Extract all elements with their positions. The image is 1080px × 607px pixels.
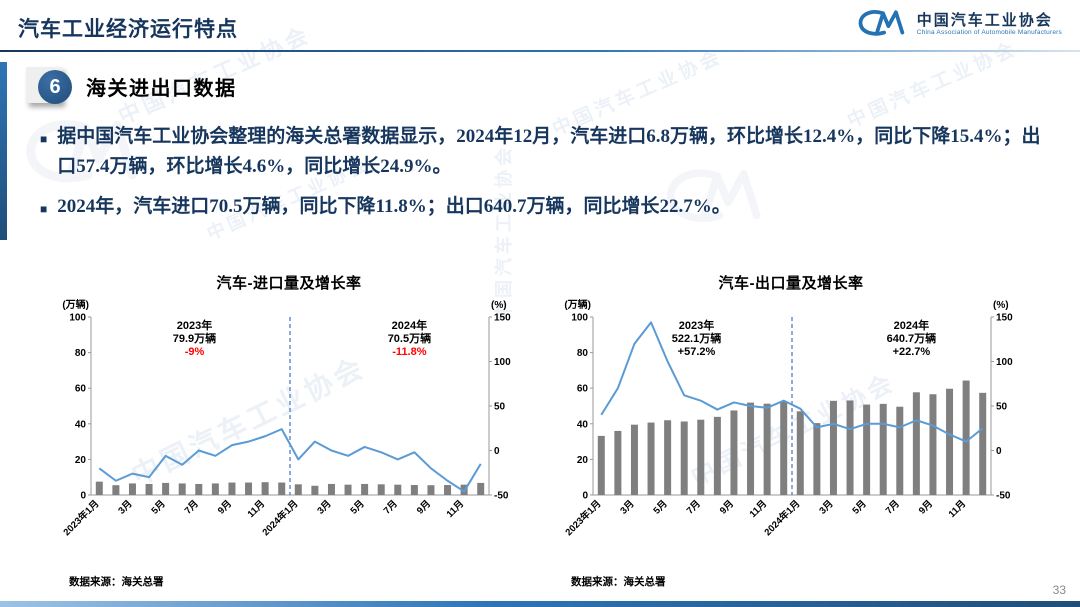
- svg-text:7月: 7月: [685, 498, 703, 516]
- chart-annotation: 2024年: [392, 318, 427, 332]
- svg-text:20: 20: [75, 455, 87, 466]
- svg-text:(万辆): (万辆): [62, 298, 89, 311]
- chart-canvas: (万辆) (%) 0 20 40 60 80 100 -50 0 50 100 150 2023年1月 3月…: [563, 298, 1013, 539]
- svg-text:11月: 11月: [947, 498, 969, 520]
- svg-text:150: 150: [996, 313, 1013, 324]
- chart-annotation: 79.9万辆: [173, 331, 216, 345]
- chart-annotation: 640.7万辆: [887, 331, 937, 345]
- svg-text:150: 150: [494, 313, 511, 324]
- svg-text:80: 80: [75, 348, 87, 359]
- svg-text:5月: 5月: [851, 498, 869, 516]
- org-name-en: China Association of Automobile Manufact…: [916, 28, 1062, 36]
- org-name: 中国汽车工业协会 China Association of Automobile…: [917, 12, 1062, 37]
- line-series: [600, 321, 984, 443]
- svg-text:11月: 11月: [246, 498, 268, 520]
- svg-text:100: 100: [69, 313, 86, 324]
- svg-text:9月: 9月: [415, 498, 433, 516]
- chart-annotation: 70.5万辆: [388, 331, 431, 345]
- svg-text:(%): (%): [491, 300, 507, 311]
- section-number-badge: 6: [26, 64, 76, 110]
- svg-text:3月: 3月: [116, 498, 134, 516]
- svg-text:3月: 3月: [817, 498, 835, 516]
- svg-text:11月: 11月: [748, 498, 770, 520]
- svg-text:3月: 3月: [315, 498, 333, 516]
- left-accent-bar: [0, 62, 7, 240]
- svg-text:2024年1月: 2024年1月: [762, 498, 803, 539]
- svg-text:0: 0: [582, 491, 588, 502]
- bars-series: [95, 481, 485, 495]
- watermark: 中国汽车工业协会: [844, 38, 1022, 133]
- svg-text:5月: 5月: [349, 498, 367, 516]
- line-series: [98, 428, 482, 493]
- svg-text:60: 60: [577, 384, 589, 395]
- cm-logo-icon: [858, 10, 905, 36]
- svg-text:11月: 11月: [445, 498, 467, 520]
- export-chart: 汽车-出口量及增长率 (万辆) (%) 0 20 40 60 80 100 -50 0 50 100 15…: [547, 272, 1035, 589]
- org-logo: 中国汽车工业协会 China Association of Automobile…: [855, 9, 1062, 39]
- page-title: 汽车工业经济运行特点: [18, 18, 238, 41]
- svg-text:9月: 9月: [718, 498, 736, 516]
- svg-text:0: 0: [996, 446, 1002, 457]
- bullet-marker-icon: ■: [40, 132, 48, 146]
- bullet-item: ■ 2024年，汽车进口70.5万辆，同比下降11.8%；出口640.7万辆，同…: [38, 192, 1046, 222]
- svg-text:9月: 9月: [917, 498, 935, 516]
- svg-text:40: 40: [75, 419, 87, 430]
- bullet-list: ■ 据中国汽车工业协会整理的海关总署数据显示，2024年12月，汽车进口6.8万…: [38, 122, 1046, 231]
- svg-text:7月: 7月: [884, 498, 902, 516]
- svg-text:2023年1月: 2023年1月: [61, 498, 102, 539]
- chart-annotation: 522.1万辆: [672, 331, 722, 345]
- svg-text:5月: 5月: [652, 498, 670, 516]
- chart-source: 数据来源：海关总署: [571, 576, 666, 588]
- chart-source: 数据来源：海关总署: [69, 576, 164, 588]
- svg-text:20: 20: [577, 455, 589, 466]
- svg-text:(%): (%): [993, 300, 1009, 311]
- svg-text:40: 40: [577, 419, 589, 430]
- charts-row: 汽车-进口量及增长率 (万辆) (%) 0 20 40 60 80 100 -50 0 50 100 15…: [45, 272, 1035, 589]
- svg-text:0: 0: [80, 491, 86, 502]
- svg-text:3月: 3月: [618, 498, 636, 516]
- section-title: 海关进出口数据: [86, 78, 237, 100]
- svg-text:9月: 9月: [216, 498, 234, 516]
- svg-text:(万辆): (万辆): [564, 298, 591, 311]
- bullet-text: 2024年，汽车进口70.5万辆，同比下降11.8%；出口640.7万辆，同比增…: [57, 195, 731, 217]
- svg-text:100: 100: [494, 357, 511, 368]
- bullet-marker-icon: ■: [40, 201, 48, 216]
- chart-annotation: -9%: [185, 346, 205, 358]
- svg-text:-50: -50: [494, 491, 509, 502]
- chart-annotation: 2023年: [679, 318, 714, 332]
- svg-text:5月: 5月: [150, 498, 168, 516]
- chart-annotation: +57.2%: [678, 346, 716, 358]
- chart-title: 汽车-进口量及增长率: [216, 275, 362, 292]
- svg-text:0: 0: [494, 446, 500, 457]
- chart-title: 汽车-出口量及增长率: [718, 275, 864, 292]
- svg-text:80: 80: [577, 348, 589, 359]
- org-name-cn: 中国汽车工业协会: [916, 11, 1053, 29]
- svg-text:50: 50: [996, 402, 1008, 413]
- svg-text:100: 100: [571, 313, 588, 324]
- chart-annotation: -11.8%: [392, 346, 426, 358]
- svg-text:7月: 7月: [183, 498, 201, 516]
- svg-text:2024年1月: 2024年1月: [260, 498, 301, 539]
- svg-text:7月: 7月: [382, 498, 400, 516]
- bars-series: [597, 380, 987, 495]
- chart-annotation: +22.7%: [893, 346, 931, 358]
- bullet-item: ■ 据中国汽车工业协会整理的海关总署数据显示，2024年12月，汽车进口6.8万…: [38, 122, 1046, 183]
- chart-canvas: (万辆) (%) 0 20 40 60 80 100 -50 0 50 100 150 2023年1月 3月…: [61, 298, 511, 539]
- bottom-accent-bar: [0, 601, 1080, 607]
- svg-text:2023年1月: 2023年1月: [563, 498, 604, 539]
- section-number: 6: [38, 70, 72, 104]
- svg-text:60: 60: [75, 384, 87, 395]
- svg-text:50: 50: [494, 402, 506, 413]
- chart-annotation: 2024年: [894, 318, 929, 332]
- page-number: 33: [1052, 583, 1066, 597]
- chart-annotation: 2023年: [177, 318, 212, 332]
- bullet-text: 据中国汽车工业协会整理的海关总署数据显示，2024年12月，汽车进口6.8万辆，…: [57, 126, 1041, 178]
- header-divider: [0, 50, 1080, 52]
- import-chart: 汽车-进口量及增长率 (万辆) (%) 0 20 40 60 80 100 -50 0 50 100 15…: [45, 272, 533, 589]
- svg-text:100: 100: [996, 357, 1013, 368]
- svg-text:-50: -50: [996, 491, 1011, 502]
